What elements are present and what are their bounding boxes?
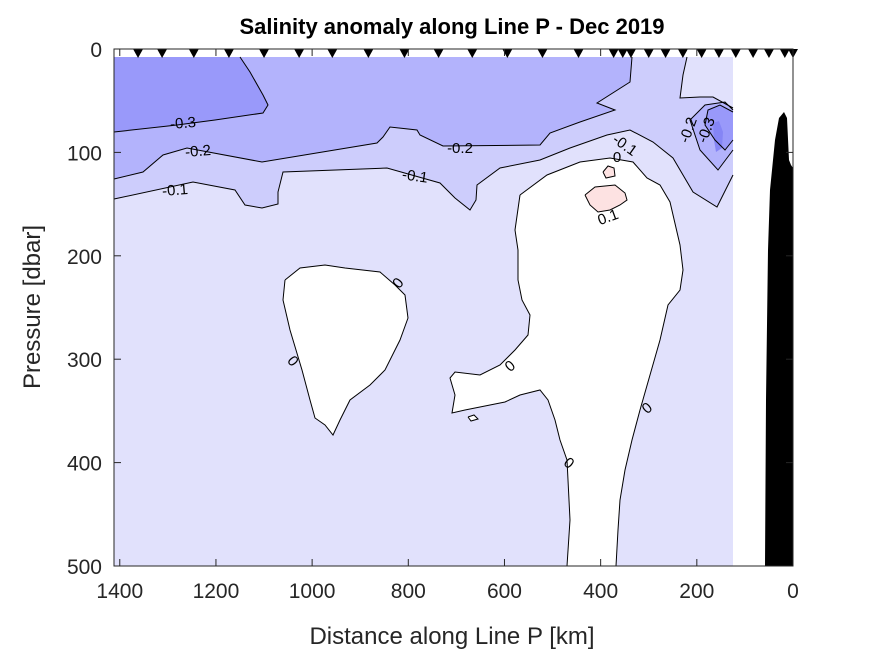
- x-tick-label: 0: [787, 580, 799, 603]
- station-marker: [625, 49, 636, 58]
- contour-line: [113, 129, 734, 211]
- plot-frame: [113, 48, 794, 567]
- station-marker: [433, 49, 444, 58]
- station-marker: [259, 49, 270, 58]
- y-tick-label: 100: [67, 142, 102, 165]
- contour-label: 0.1: [595, 206, 620, 229]
- station-marker: [677, 49, 688, 58]
- y-tick-label: 400: [67, 453, 102, 476]
- contour-label: -0.1: [161, 181, 188, 200]
- station-marker: [617, 49, 628, 58]
- surface-gap: [114, 49, 793, 57]
- contour-line: [467, 414, 479, 422]
- station-marker: [608, 49, 619, 58]
- contour-lines: [113, 56, 734, 567]
- station-marker: [748, 49, 759, 58]
- station-marker: [730, 49, 741, 58]
- contour-fills: [114, 49, 793, 566]
- x-tick-label: 1400: [96, 580, 143, 603]
- contour-line: [689, 101, 734, 171]
- eddy-minus0.4-region: [713, 121, 723, 152]
- contour-line: [449, 157, 684, 567]
- contour-label: -0.2: [184, 142, 211, 161]
- station-marker: [763, 49, 774, 58]
- zero-region-west: [283, 265, 408, 435]
- contour-label: -0.1: [401, 166, 429, 186]
- station-marker: [157, 49, 168, 58]
- axes: 1400 1200 1000 800 600 400 200 0 0 100 200 300 400 50…: [67, 39, 799, 603]
- station-marker: [573, 49, 584, 58]
- station-marker: [779, 49, 790, 58]
- x-tick-label: 600: [487, 580, 522, 603]
- station-marker: [223, 49, 234, 58]
- bathymetry: [765, 112, 793, 566]
- contour-line: [113, 56, 633, 180]
- y-tick-label: 200: [67, 246, 102, 269]
- x-tick-label: 400: [583, 580, 618, 603]
- contour-line: [679, 56, 734, 109]
- y-tick-label: 0: [90, 39, 102, 62]
- zero-region-central: [450, 158, 683, 566]
- y-tick-label: 300: [67, 349, 102, 372]
- contour-line: [704, 104, 734, 151]
- contour-line: [282, 264, 409, 436]
- contour-line: [602, 165, 616, 179]
- positive-region: [585, 185, 627, 212]
- station-marker: [188, 49, 199, 58]
- x-axis-label: Distance along Line P [km]: [309, 623, 594, 650]
- x-tick-label: 800: [391, 580, 426, 603]
- station-marker: [363, 49, 374, 58]
- x-tick-label: 1200: [193, 580, 240, 603]
- y-tick-label: 500: [67, 556, 102, 579]
- station-marker: [713, 49, 724, 58]
- chart-title: Salinity anomaly along Line P - Dec 2019: [239, 14, 664, 39]
- station-marker: [643, 49, 654, 58]
- station-marker: [537, 49, 548, 58]
- station-marker: [660, 49, 671, 58]
- contour-label: -0.2: [447, 140, 473, 157]
- station-marker: [327, 49, 338, 58]
- contour-label: 0: [613, 149, 621, 166]
- station-marker: [399, 49, 410, 58]
- station-marker: [467, 49, 478, 58]
- station-marker: [133, 49, 144, 58]
- contour-line: [584, 184, 628, 213]
- region-below-minus0.3: [114, 57, 268, 132]
- contour-label: -0.3: [169, 114, 196, 133]
- station-marker: [696, 49, 707, 58]
- station-marker: [294, 49, 305, 58]
- x-tick-label: 1000: [289, 580, 336, 603]
- y-axis-label: Pressure [dbar]: [19, 225, 46, 389]
- contour-line: [113, 56, 269, 133]
- x-tick-label: 200: [679, 580, 714, 603]
